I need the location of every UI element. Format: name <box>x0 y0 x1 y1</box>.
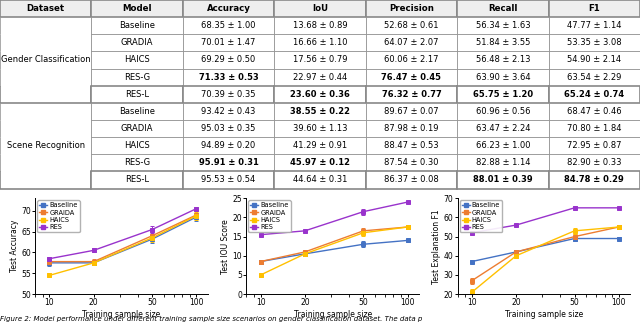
Text: Figure 2: Model performance under different training sample size scenarios on ge: Figure 2: Model performance under differ… <box>0 316 422 322</box>
X-axis label: Training sample size: Training sample size <box>505 310 583 319</box>
Legend: Baseline, GRAIDA, HAICS, RES: Baseline, GRAIDA, HAICS, RES <box>248 200 291 232</box>
Y-axis label: Test IOU Score: Test IOU Score <box>221 219 230 274</box>
Legend: Baseline, GRAIDA, HAICS, RES: Baseline, GRAIDA, HAICS, RES <box>37 200 79 232</box>
Y-axis label: Test Explanation F1: Test Explanation F1 <box>432 209 441 283</box>
Y-axis label: Test Accuracy: Test Accuracy <box>10 220 19 272</box>
Legend: Baseline, GRAIDA, HAICS, RES: Baseline, GRAIDA, HAICS, RES <box>460 200 502 232</box>
X-axis label: Training sample size: Training sample size <box>294 310 372 319</box>
X-axis label: Training sample size: Training sample size <box>83 310 161 319</box>
